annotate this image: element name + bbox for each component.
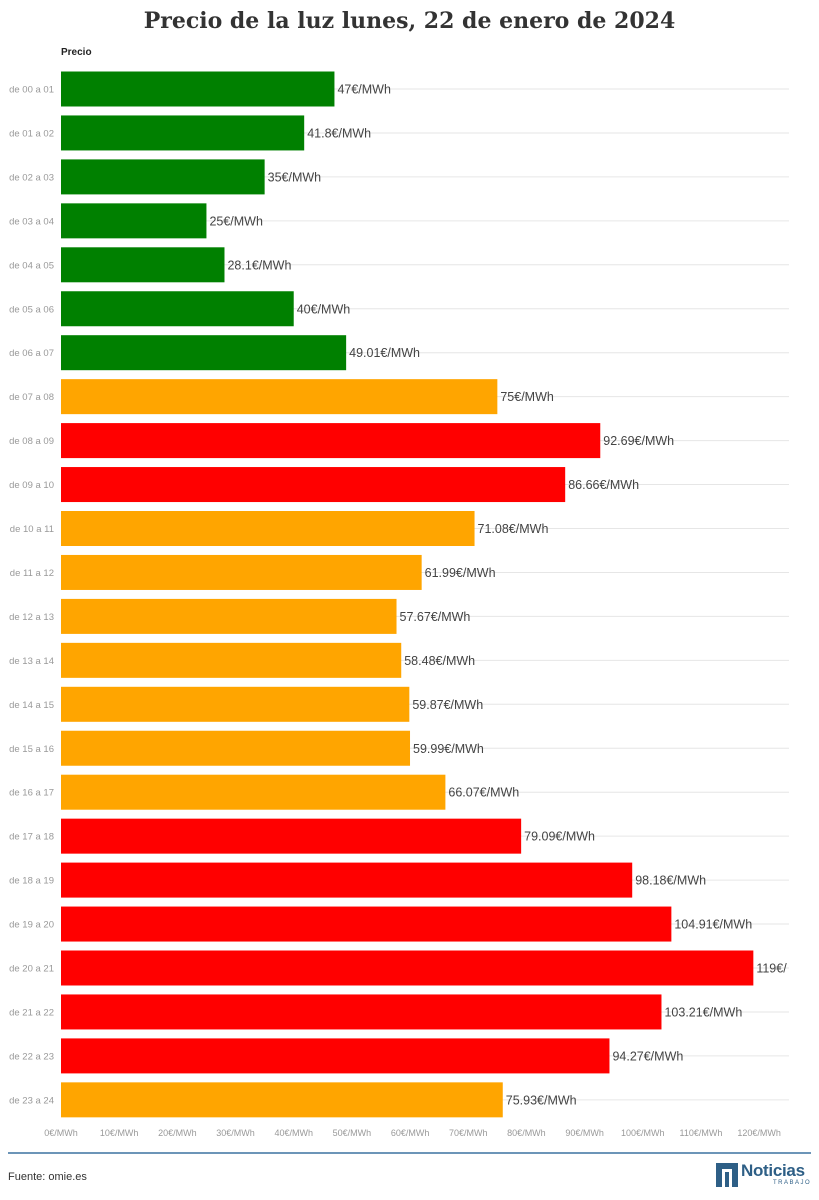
data-label: 79.09€/MWh (524, 830, 595, 844)
data-label: 66.07€/MWh (448, 786, 519, 800)
bar (61, 379, 498, 415)
x-tick-label: 40€/MWh (274, 1128, 313, 1138)
category-label: de 04 a 05 (9, 260, 54, 271)
x-tick-label: 60€/MWh (391, 1128, 430, 1138)
x-tick-label: 30€/MWh (216, 1128, 255, 1138)
bar (61, 159, 265, 195)
data-label: 98.18€/MWh (635, 874, 706, 888)
category-label: de 14 a 15 (9, 700, 54, 711)
logo-text: Noticias (741, 1161, 805, 1180)
category-label: de 09 a 10 (9, 480, 54, 491)
logo-n-icon (716, 1163, 738, 1187)
logo-subtext: TRABAJO (773, 1180, 812, 1186)
x-tick-label: 90€/MWh (565, 1128, 604, 1138)
x-tick-label: 0€/MWh (44, 1128, 78, 1138)
category-label: de 20 a 21 (9, 964, 54, 975)
category-label: de 18 a 19 (9, 876, 54, 887)
bar (61, 862, 633, 898)
bar (61, 71, 335, 107)
category-label: de 13 a 14 (9, 656, 54, 667)
category-label: de 17 a 18 (9, 832, 54, 843)
series-label: Precio (61, 47, 92, 58)
x-tick-label: 70€/MWh (449, 1128, 488, 1138)
category-label: de 21 a 22 (9, 1007, 54, 1018)
bar (61, 686, 410, 722)
category-label: de 02 a 03 (9, 172, 54, 183)
category-label: de 22 a 23 (9, 1051, 54, 1062)
source-note: Fuente: omie.es (8, 1171, 87, 1183)
label-layer: de 00 a 01 47€/MWh de 01 a 02 41.8€/MWh de 0… (9, 83, 787, 1108)
data-label: 104.91€/MWh (674, 918, 752, 932)
bar (61, 554, 422, 590)
x-tick-label: 10€/MWh (100, 1128, 139, 1138)
data-label: 40€/MWh (297, 302, 351, 316)
x-tick-label: 50€/MWh (333, 1128, 372, 1138)
data-label: 47€/MWh (337, 83, 391, 97)
data-label: 86.66€/MWh (568, 478, 639, 492)
bar (61, 598, 397, 634)
data-label: 61.99€/MWh (425, 566, 496, 580)
category-label: de 15 a 16 (9, 744, 54, 755)
bar (61, 511, 475, 546)
category-label: de 07 a 08 (9, 392, 54, 403)
bar (61, 423, 601, 459)
bar (61, 730, 411, 766)
x-tick-label: 120€/MWh (737, 1128, 781, 1138)
noticias-trabajo-logo: Noticias TRABAJO (716, 1161, 812, 1189)
chart-title: Precio de la luz lunes, 22 de enero de 2… (143, 8, 676, 34)
category-label: de 23 a 24 (9, 1095, 54, 1106)
x-tick-label: 110€/MWh (680, 1128, 723, 1138)
bar (61, 950, 754, 986)
data-label: 28.1€/MWh (227, 258, 291, 272)
bar (61, 1038, 610, 1074)
category-label: de 06 a 07 (9, 348, 54, 359)
category-label: de 11 a 12 (10, 568, 54, 579)
bar-chart: de 00 a 01 47€/MWh de 01 a 02 41.8€/MWh de 0… (9, 71, 789, 1138)
category-label: de 10 a 11 (10, 524, 54, 535)
category-label: de 00 a 01 (9, 85, 54, 96)
bar (61, 467, 566, 503)
axis-layer: 0€/MWh 10€/MWh 20€/MWh 30€/MWh 40€/MWh 50€/MW… (44, 1128, 781, 1138)
category-label: de 03 a 04 (9, 216, 54, 227)
bar (61, 818, 522, 854)
data-label: 41.8€/MWh (307, 126, 371, 140)
grid-layer (61, 88, 789, 1101)
data-label: 103.21€/MWh (664, 1005, 742, 1019)
data-label: 119€/ (756, 962, 787, 976)
bar (61, 774, 446, 810)
data-label: 59.87€/MWh (412, 698, 483, 712)
data-label: 92.69€/MWh (603, 434, 674, 448)
footer-divider (8, 1152, 811, 1154)
data-label: 71.08€/MWh (478, 522, 549, 536)
bar (61, 247, 225, 283)
bar (61, 335, 347, 371)
category-label: de 19 a 20 (9, 920, 54, 931)
category-label: de 16 a 17 (9, 788, 54, 799)
data-label: 94.27€/MWh (612, 1049, 683, 1063)
x-tick-label: 80€/MWh (507, 1128, 546, 1138)
x-tick-label: 20€/MWh (158, 1128, 197, 1138)
bar (61, 994, 662, 1030)
bar (61, 1082, 503, 1118)
bar (61, 291, 294, 327)
x-tick-label: 100€/MWh (621, 1128, 665, 1138)
data-label: 57.67€/MWh (400, 610, 471, 624)
bar (61, 642, 402, 678)
data-label: 75.93€/MWh (506, 1093, 577, 1107)
data-label: 49.01€/MWh (349, 346, 420, 360)
data-label: 58.48€/MWh (404, 654, 475, 668)
bar-layer (61, 71, 754, 1118)
data-label: 75€/MWh (500, 390, 554, 404)
category-label: de 01 a 02 (9, 128, 54, 139)
data-label: 59.99€/MWh (413, 742, 484, 756)
bar (61, 115, 305, 151)
data-label: 25€/MWh (209, 214, 263, 228)
bar (61, 203, 207, 239)
category-label: de 08 a 09 (9, 436, 54, 447)
category-label: de 05 a 06 (9, 304, 54, 315)
bar (61, 906, 672, 942)
category-label: de 12 a 13 (9, 612, 54, 623)
data-label: 35€/MWh (268, 170, 322, 184)
